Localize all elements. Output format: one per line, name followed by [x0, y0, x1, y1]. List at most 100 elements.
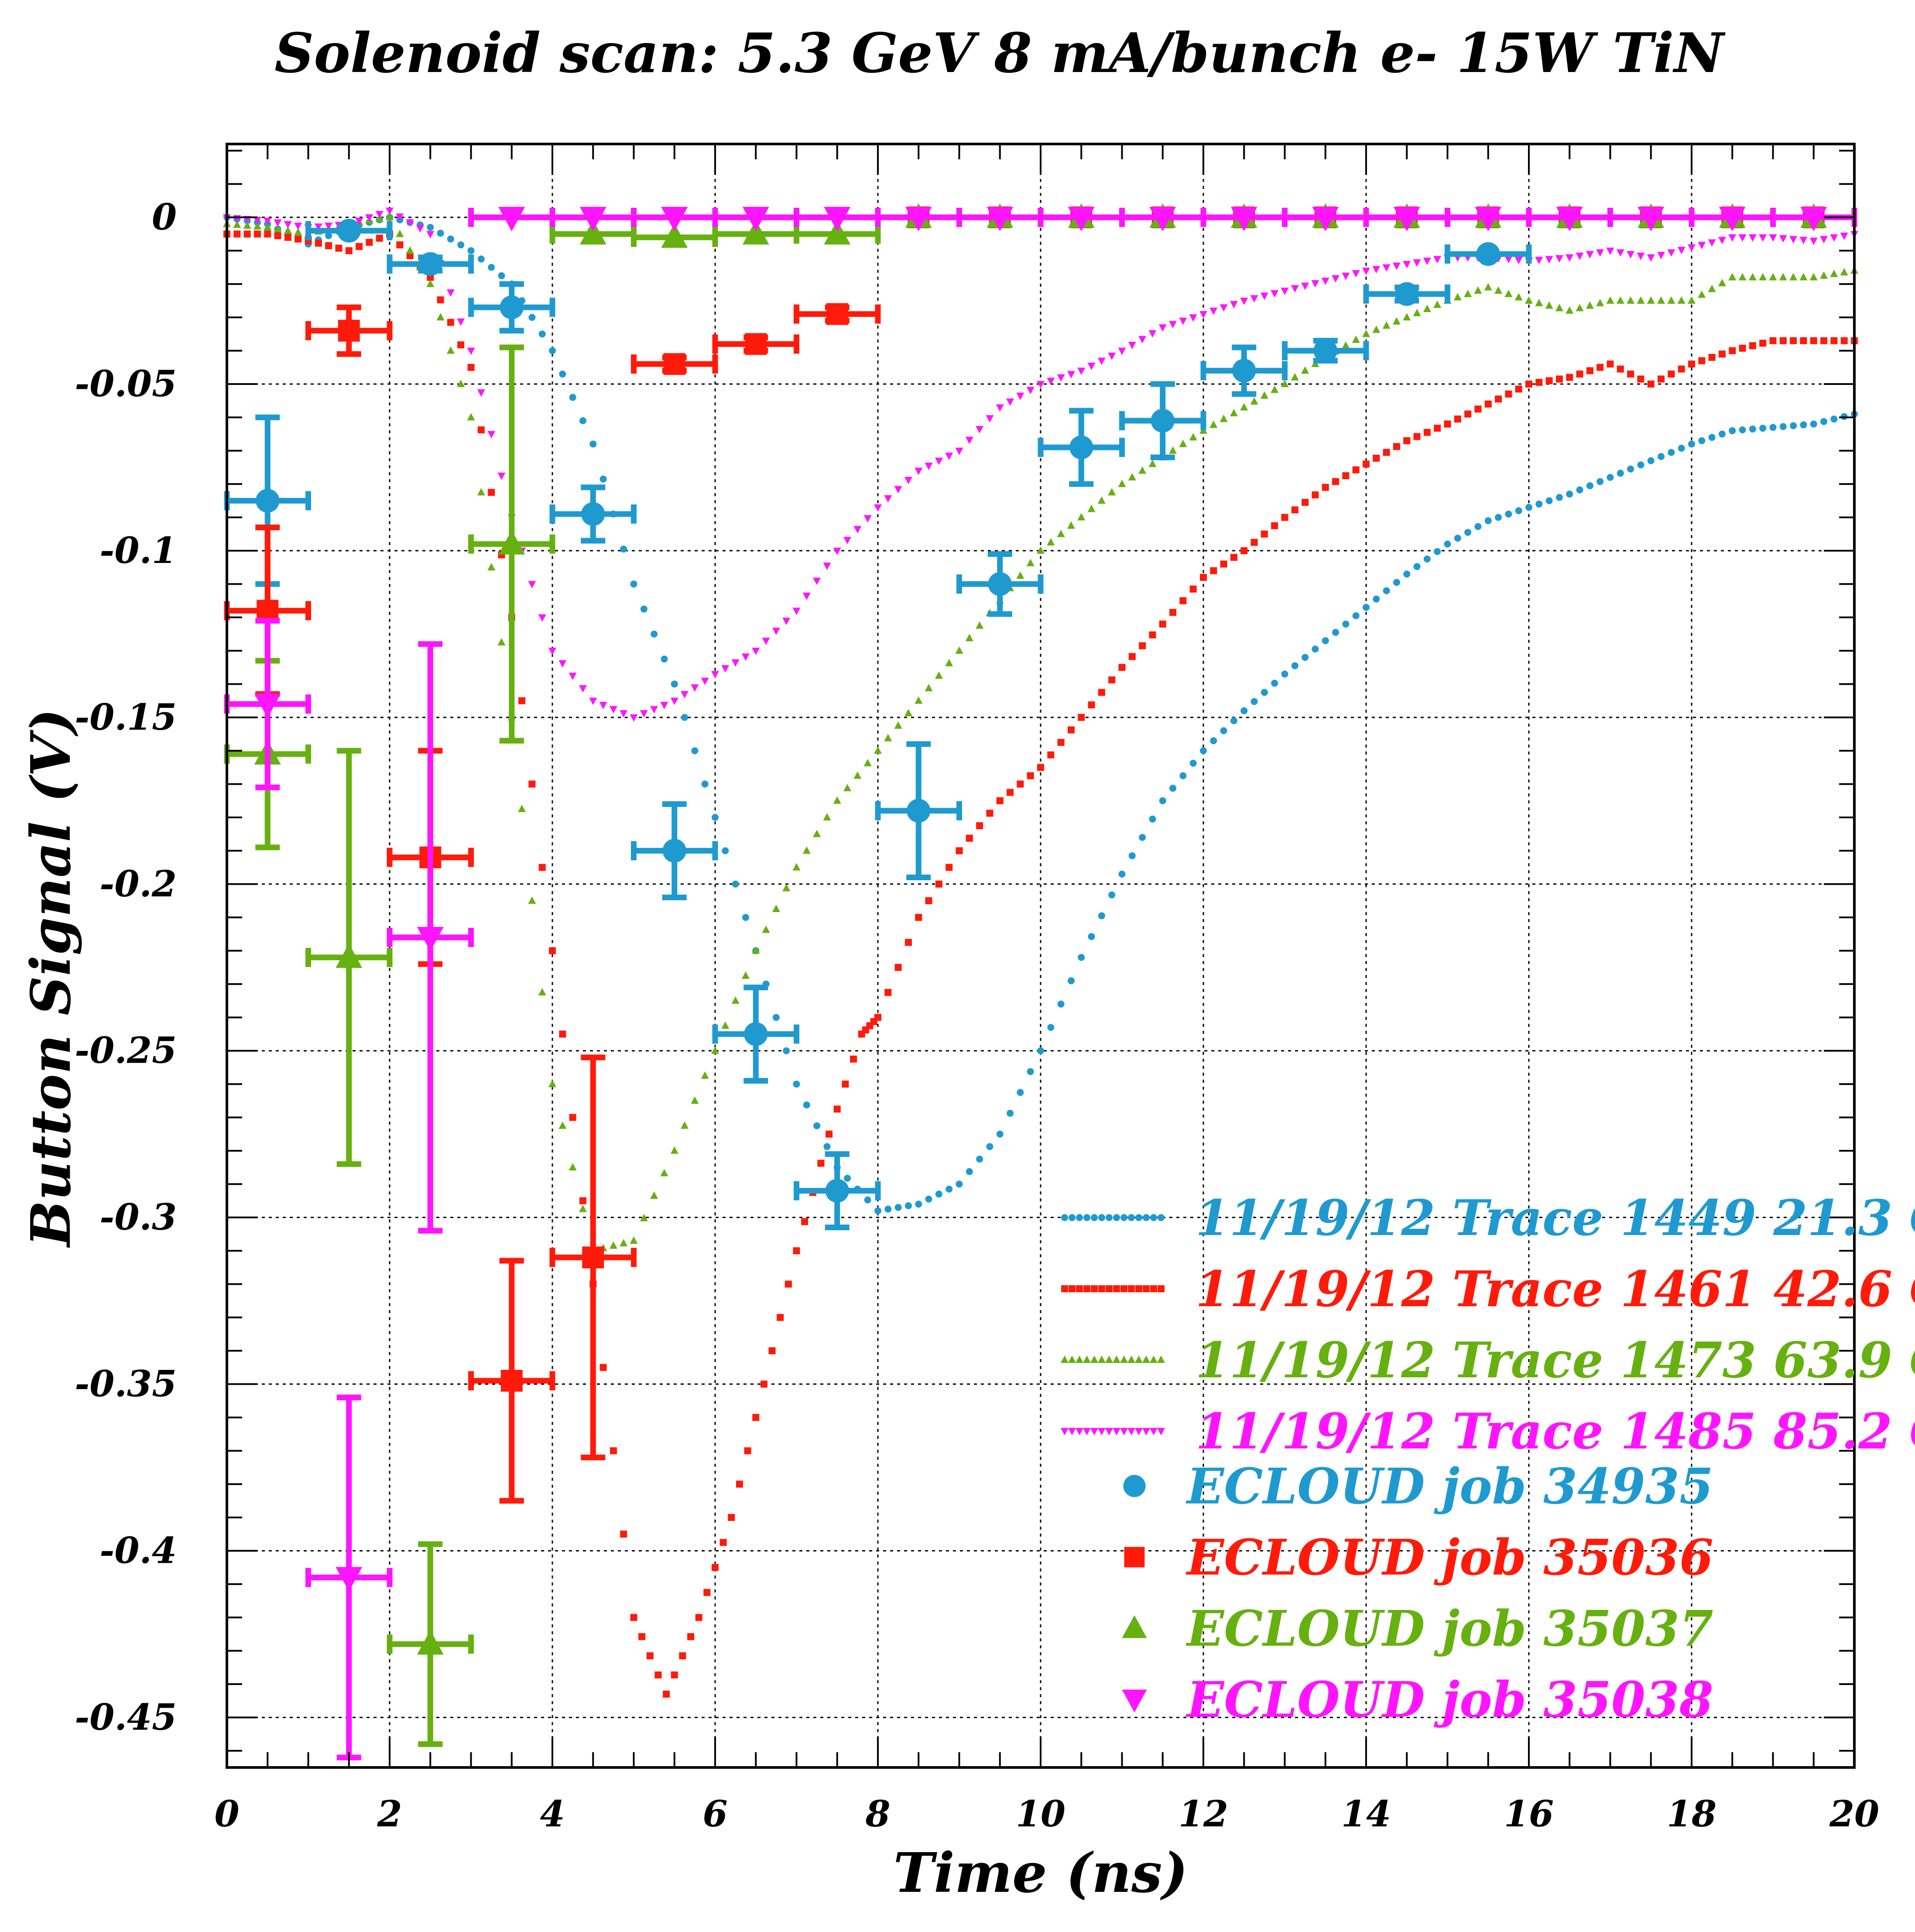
- trace-point: [1566, 306, 1574, 314]
- trace-point: [894, 964, 902, 971]
- trace-point: [1779, 337, 1787, 344]
- trace-point: [986, 415, 994, 423]
- trace-point: [1142, 1428, 1150, 1435]
- trace-point: [1139, 834, 1146, 841]
- trace-point: [874, 1014, 881, 1021]
- trace-point: [1433, 300, 1442, 308]
- trace-point: [1769, 273, 1777, 281]
- trace-point: [477, 389, 485, 397]
- trace-point: [1505, 510, 1512, 518]
- trace-point: [355, 217, 363, 225]
- trace-point: [650, 706, 658, 714]
- trace-point: [1281, 288, 1289, 295]
- trace-point: [1271, 522, 1278, 529]
- trace-point: [1097, 357, 1106, 365]
- trace-point: [691, 1096, 699, 1104]
- trace-point: [1083, 1285, 1090, 1292]
- x-tick-label: 2: [377, 1793, 402, 1835]
- trace-point: [233, 230, 241, 238]
- trace-point: [1759, 340, 1767, 347]
- trace-point: [1120, 1214, 1127, 1221]
- trace-point: [1678, 365, 1685, 373]
- trace-point: [1566, 254, 1574, 262]
- legend-label: ECLOUD job 35038: [1185, 1671, 1713, 1729]
- legend-entry-trace-2: 11/19/12 Trace 1473 63.9 G: [1061, 1332, 1915, 1389]
- trace-point: [1403, 261, 1411, 268]
- trace-point: [823, 563, 831, 570]
- trace-point: [558, 1121, 567, 1129]
- trace-point: [1026, 559, 1035, 566]
- trace-point: [711, 1046, 719, 1054]
- trace-point: [1179, 439, 1187, 447]
- trace-point: [904, 1202, 912, 1209]
- trace-point: [538, 330, 546, 338]
- y-tick-label: -0.25: [75, 1030, 177, 1072]
- trace-point: [1779, 423, 1787, 430]
- trace-point: [1220, 560, 1227, 568]
- trace-point: [497, 473, 506, 480]
- trace-point: [1484, 517, 1492, 525]
- trace-point: [853, 526, 862, 534]
- trace-point: [630, 714, 638, 722]
- trace-point: [813, 1122, 821, 1129]
- trace-point: [681, 714, 689, 721]
- trace-point: [1403, 570, 1411, 578]
- trace-point: [284, 226, 292, 234]
- trace-point: [946, 1185, 953, 1193]
- data-point: [256, 489, 280, 513]
- trace-point: [784, 1280, 792, 1288]
- trace-point: [1637, 461, 1644, 469]
- trace-point: [1434, 548, 1441, 555]
- x-tick-label: 12: [1178, 1793, 1228, 1835]
- trace-point: [488, 489, 495, 496]
- trace-point: [976, 426, 984, 434]
- trace-point: [1494, 286, 1503, 294]
- trace-point: [315, 240, 322, 247]
- trace-point: [254, 230, 261, 238]
- trace-point: [823, 1143, 831, 1150]
- trace-point: [497, 638, 506, 645]
- trace-point: [1061, 1214, 1068, 1221]
- trace-point: [264, 217, 272, 225]
- trace-point: [1312, 645, 1319, 653]
- data-point: [1475, 207, 1502, 232]
- trace-point: [1535, 379, 1543, 386]
- data-point: [661, 223, 688, 248]
- trace-point: [874, 746, 882, 754]
- trace-point: [1006, 398, 1014, 406]
- trace-point: [1627, 371, 1634, 378]
- trace-point: [1281, 379, 1289, 387]
- trace-point: [274, 232, 281, 240]
- trace-point: [1291, 285, 1299, 293]
- trace-point: [1076, 1285, 1083, 1292]
- trace-point: [1606, 247, 1614, 255]
- trace-point: [1135, 1428, 1143, 1435]
- trace-point: [1106, 1285, 1113, 1292]
- trace-point: [1586, 251, 1594, 259]
- x-axis-label: Time (ns): [893, 1841, 1188, 1905]
- trace-point: [1576, 304, 1584, 312]
- trace-point: [1789, 273, 1798, 281]
- trace-point: [426, 231, 435, 239]
- trace-point: [976, 621, 984, 629]
- trace-point: [253, 222, 261, 230]
- data-point: [498, 207, 525, 232]
- trace-point: [1169, 321, 1177, 329]
- trace-point: [1078, 714, 1085, 721]
- trace-point: [996, 404, 1004, 412]
- trace-point: [1759, 425, 1767, 432]
- trace-point: [1658, 453, 1665, 460]
- trace-point: [528, 581, 536, 589]
- trace-point: [1240, 403, 1248, 411]
- trace-point: [1118, 347, 1126, 355]
- trace-point: [996, 797, 1004, 804]
- trace-point: [345, 247, 353, 254]
- trace-point: [801, 1218, 808, 1225]
- trace-point: [1718, 350, 1726, 358]
- trace-point: [406, 252, 414, 259]
- trace-point: [833, 547, 841, 555]
- trace-point: [817, 1160, 825, 1167]
- trace-point: [663, 1690, 670, 1698]
- data-point: [1230, 207, 1257, 232]
- data-point: [742, 220, 769, 245]
